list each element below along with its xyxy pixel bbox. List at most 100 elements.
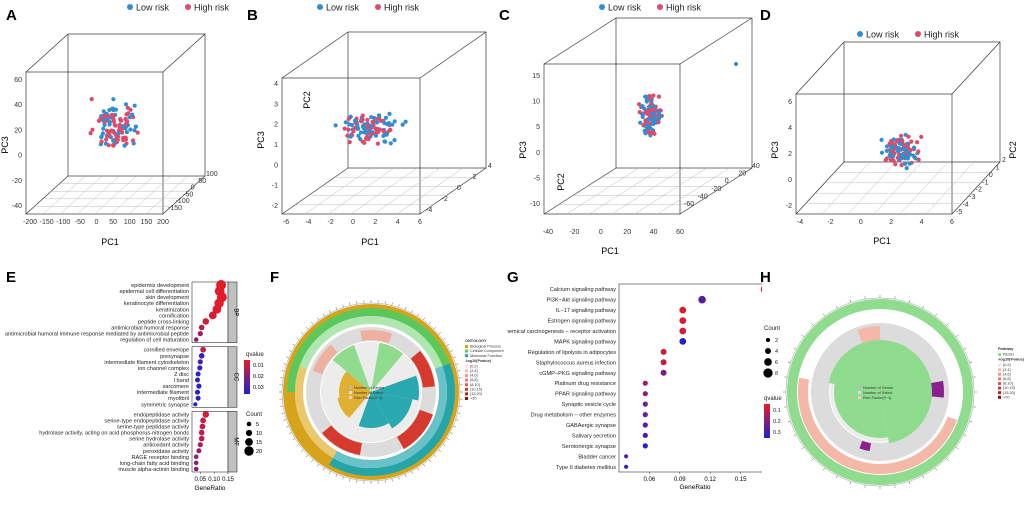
y-axis-label: PC3 (256, 131, 266, 149)
pathway-label: Salivary secretion (572, 433, 616, 439)
outer-tick (286, 426, 289, 427)
scatter-point (652, 118, 656, 122)
legend-item: (6,8] (1003, 377, 1011, 381)
scatter-point (124, 102, 128, 106)
scatter-point (128, 127, 132, 131)
scatter-point (905, 166, 909, 170)
outer-tick (329, 310, 330, 313)
scatter-point (650, 107, 654, 111)
pathway-dot (643, 391, 648, 396)
pathway-dot (643, 433, 648, 438)
outer-tick (456, 364, 459, 365)
scatter-point (351, 129, 355, 133)
legend-swatch (998, 391, 1001, 394)
scatter-point (657, 117, 661, 121)
legend-title: Pathway (998, 347, 1014, 351)
scatter-point (369, 124, 373, 128)
outer-tick (443, 444, 445, 446)
scatter-point (350, 123, 354, 127)
legend-item: Biological Process (470, 345, 501, 349)
x-tick-label: 0.12 (704, 477, 716, 483)
legend-swatch (998, 353, 1001, 356)
pathway-label: Estrogen signaling pathway (548, 319, 617, 325)
scatter-point (361, 140, 365, 144)
x-tick-label: 150 (141, 219, 153, 226)
pca-d-back-face (844, 42, 1000, 162)
floor-gridline (612, 168, 684, 214)
scatter-point (369, 115, 373, 119)
legend-high-label: High risk (384, 3, 420, 13)
count-legend-dot (764, 358, 772, 366)
x-tick-label: 200 (157, 219, 169, 226)
scatter-point (101, 118, 105, 122)
outer-tick (935, 314, 937, 316)
outer-tick (458, 371, 461, 372)
floor-gridline (848, 162, 896, 214)
pca-b-back-face (348, 32, 486, 168)
scatter-point (645, 99, 649, 103)
outer-tick (286, 357, 289, 358)
scatter-point (119, 119, 123, 123)
x-tick-label: 0 (599, 229, 603, 236)
z-tick-label: -60 (684, 201, 694, 208)
scatter-point (899, 134, 903, 138)
floor-gridline (77, 176, 119, 214)
legend-item: (8,10] (470, 383, 480, 387)
y-tick-label: 4 (274, 81, 278, 88)
scatter-point (880, 151, 884, 155)
outer-tick (423, 318, 425, 320)
outer-tick (405, 307, 406, 310)
inner-legend-label: Rich Factor(0~1) (354, 396, 383, 400)
z-axis-label: PC2 (302, 91, 312, 109)
scatter-point (896, 149, 900, 153)
count-legend-label: 20 (256, 449, 262, 455)
scatter-point (100, 134, 104, 138)
scatter-point (100, 140, 104, 144)
scatter-point (892, 159, 896, 163)
floor-gridline (60, 176, 102, 214)
scatter-point (101, 127, 105, 131)
floor-gridline (95, 176, 137, 214)
x-tick-label: 4 (396, 219, 400, 226)
y-tick-label: -2 (786, 203, 792, 210)
y-tick-label: 0 (536, 150, 540, 157)
legend-low-label: Low risk (136, 3, 170, 13)
scatter-point (365, 118, 369, 122)
scatter-point (902, 147, 906, 151)
legend-item: Molecular Function (470, 354, 502, 358)
pathway-label: GABAergic synapse (566, 423, 616, 429)
term-dot (200, 424, 206, 430)
outer-tick (392, 303, 393, 306)
pca-a-edge (163, 34, 205, 72)
z-axis-label: PC2 (1008, 141, 1018, 159)
scatter-point (116, 131, 120, 135)
scatter-points (334, 112, 408, 146)
outer-tick (418, 314, 420, 317)
outer-tick (297, 444, 299, 446)
pathway-dot (624, 454, 628, 458)
side-legend: PathwayKEGG-log10(Pvalue)(0,2](2,4](4,6]… (998, 347, 1024, 399)
scatter-point (112, 131, 116, 135)
outer-tick (282, 371, 285, 372)
term-dot (194, 467, 199, 472)
legend-high-marker (657, 4, 663, 10)
count-legend-dot (244, 446, 253, 455)
z-tick-label: -20 (711, 186, 721, 193)
scatter-point (365, 135, 369, 139)
term-dot (203, 411, 210, 418)
scatter-points (880, 133, 924, 171)
scatter-point (880, 138, 884, 142)
x-tick-label: -20 (569, 229, 579, 236)
pathway-dot (624, 465, 628, 469)
term-dot (196, 396, 201, 401)
x-tick-label: 0.05 (194, 477, 206, 483)
y-axis-label: PC3 (770, 141, 780, 159)
scatter-point (353, 119, 357, 123)
scatter-point (389, 141, 393, 145)
legend-item: (6,8] (470, 378, 478, 382)
scatter-point (361, 118, 365, 122)
pathway-dot (643, 422, 648, 427)
